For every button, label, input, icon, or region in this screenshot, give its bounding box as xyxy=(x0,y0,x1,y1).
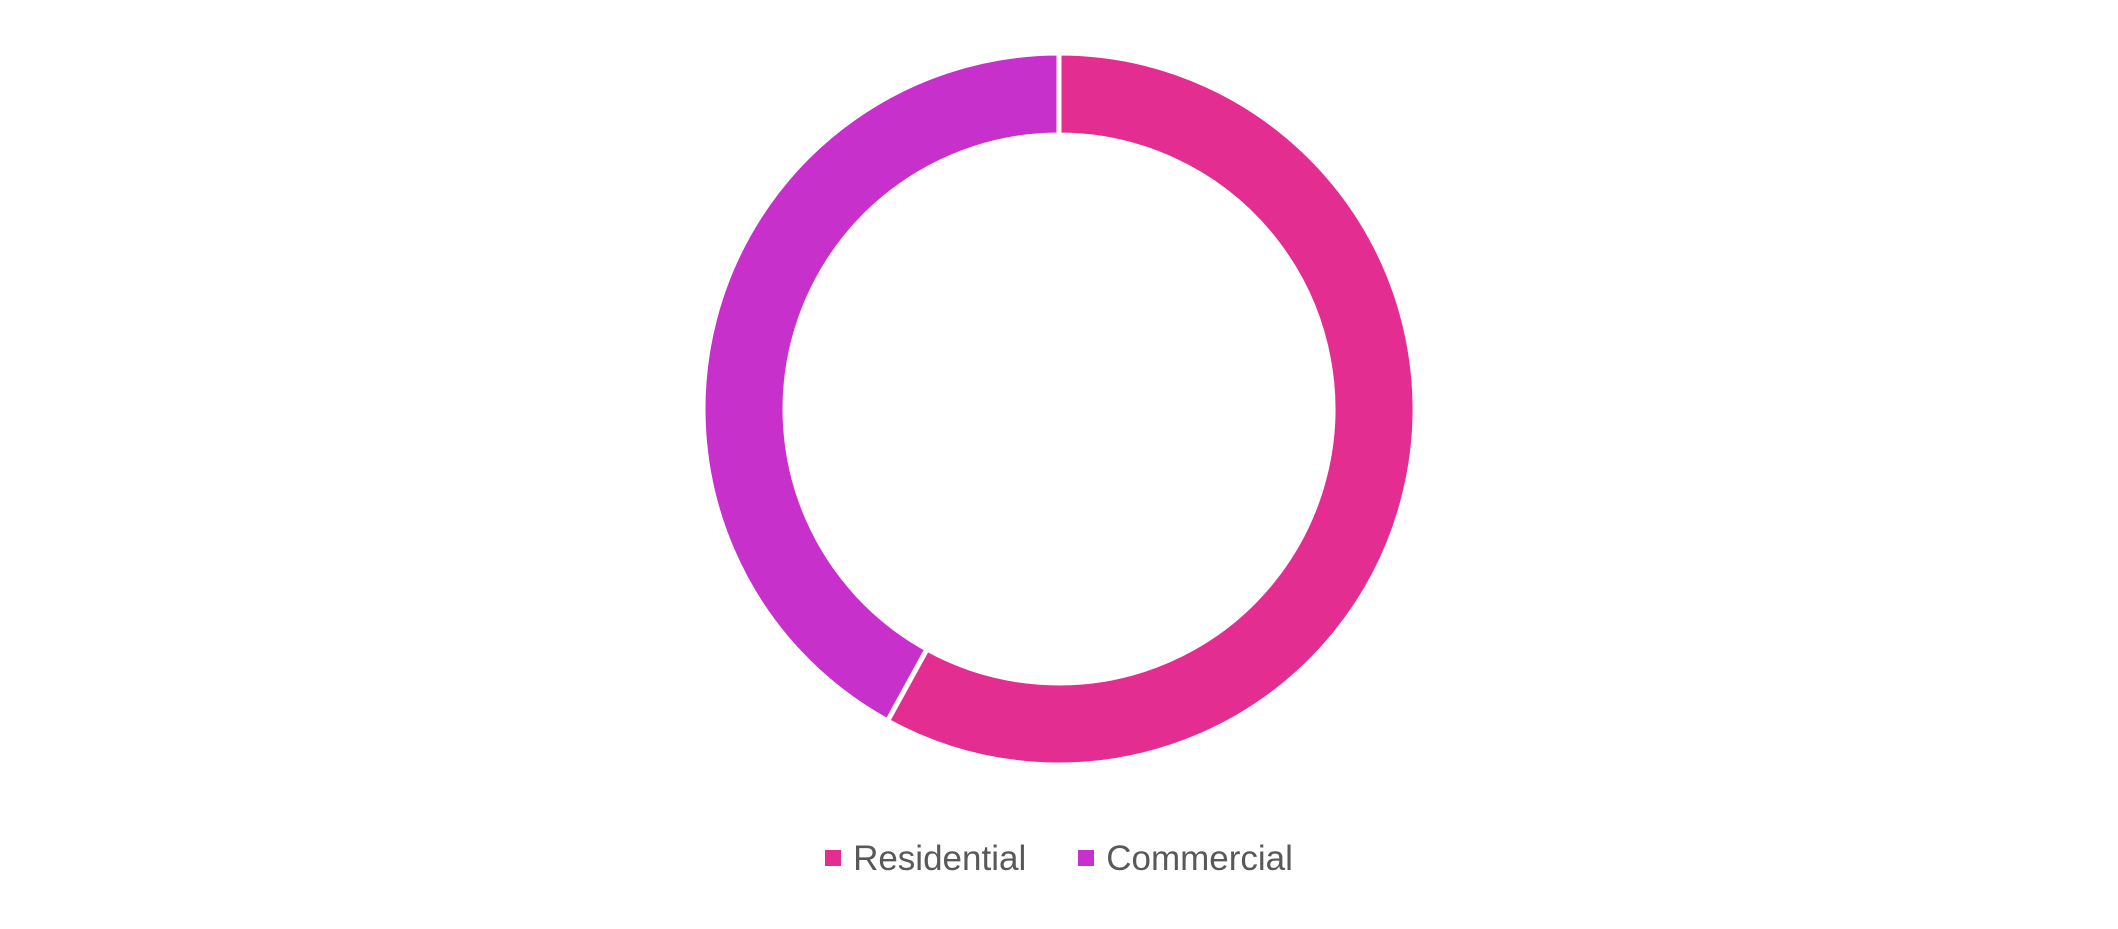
chart-slices xyxy=(700,50,1418,768)
legend-label-residential: Residential xyxy=(853,838,1027,878)
legend-label-commercial: Commercial xyxy=(1106,838,1293,878)
legend-swatch-commercial xyxy=(1078,850,1095,866)
slice-commercial[interactable] xyxy=(700,50,1062,725)
slice-residential[interactable] xyxy=(884,50,1418,768)
chart-legend: Residential Commercial xyxy=(0,830,2118,886)
legend-item-residential[interactable]: Residential xyxy=(825,841,1026,876)
legend-item-commercial[interactable]: Commercial xyxy=(1078,841,1293,876)
legend-swatch-residential xyxy=(825,850,842,866)
